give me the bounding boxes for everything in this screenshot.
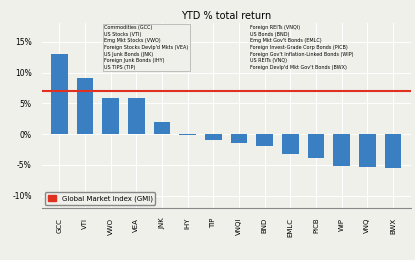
Bar xyxy=(282,134,299,154)
Text: Commodities (GCC)
US Stocks (VTI)
Emg Mkt Stocks (VWO)
Foreign Stocks Devlp'd Mk: Commodities (GCC) US Stocks (VTI) Emg Mk… xyxy=(104,25,188,70)
Bar xyxy=(179,134,196,135)
Bar xyxy=(385,134,401,168)
Bar xyxy=(103,98,119,134)
Bar xyxy=(77,77,93,134)
Text: Foreign REITs (VNQI)
US Bonds (BND)
Emg Mkt Gov't Bonds (EMLC)
Foreign Invest-Gr: Foreign REITs (VNQI) US Bonds (BND) Emg … xyxy=(250,25,354,70)
Bar xyxy=(51,54,68,134)
Bar xyxy=(308,134,324,158)
Bar xyxy=(154,122,171,134)
Bar xyxy=(128,99,145,134)
Bar xyxy=(231,134,247,144)
Title: YTD % total return: YTD % total return xyxy=(181,11,271,21)
Bar xyxy=(256,134,273,146)
Legend: Global Market Index (GMI): Global Market Index (GMI) xyxy=(45,192,155,205)
Bar xyxy=(333,134,350,166)
Bar xyxy=(359,134,376,167)
Bar xyxy=(205,134,222,140)
